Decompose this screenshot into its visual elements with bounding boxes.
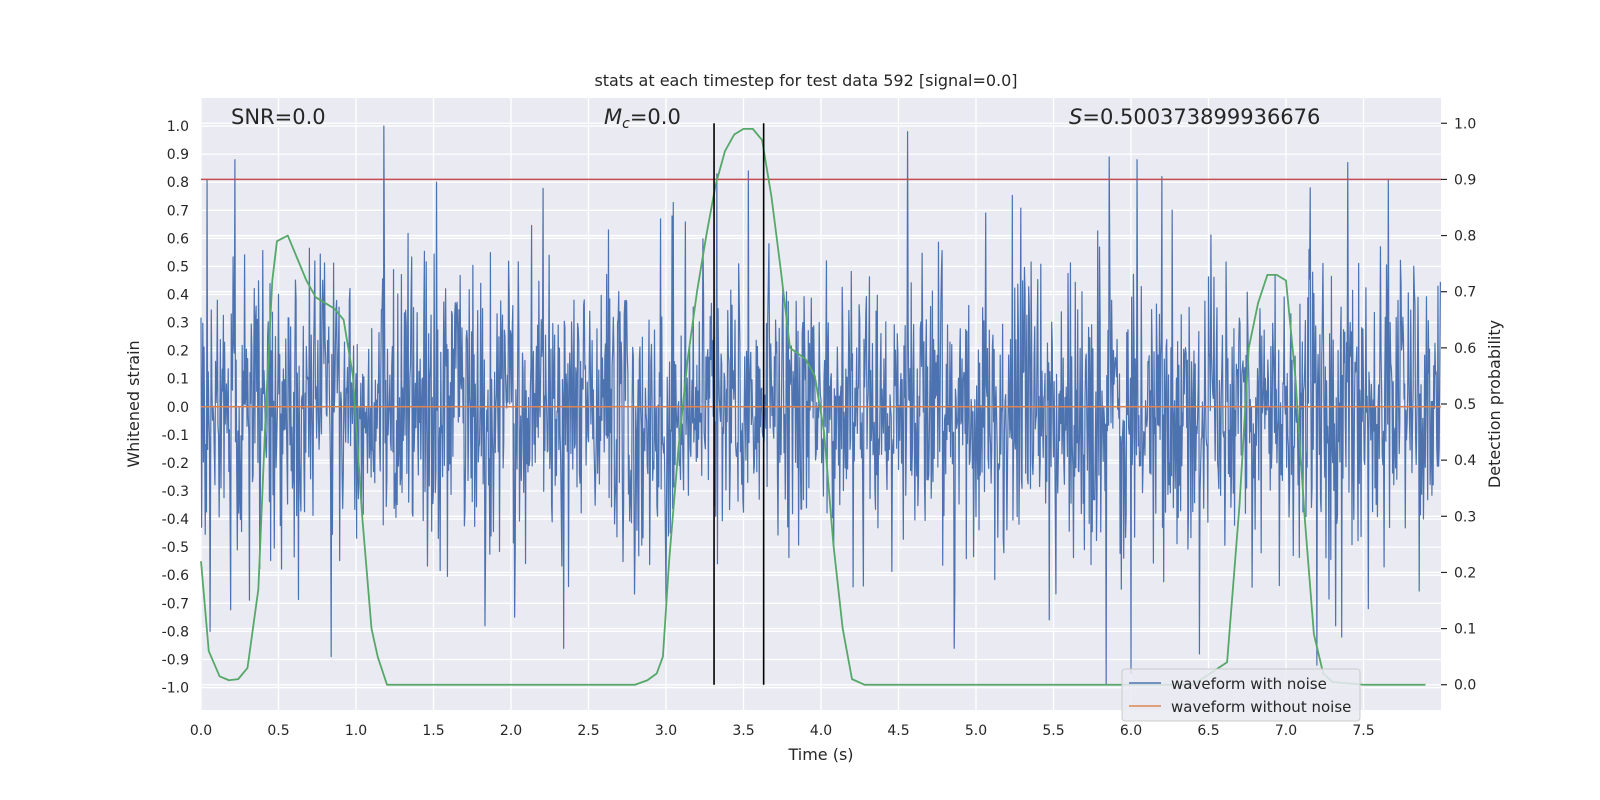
x-tick-label: 6.0 bbox=[1120, 723, 1142, 739]
y2-axis-ticks: 1.0 0.9 0.8 0.7 0.6 0.5 0.4 0.3 0.2 0.1 0.0 bbox=[1441, 116, 1476, 693]
y2-tick-label: 0.1 bbox=[1454, 622, 1476, 638]
chirp-mass-symbol: M bbox=[604, 105, 622, 129]
y2-tick-label: 0.3 bbox=[1454, 509, 1476, 525]
x-tick-label: 7.5 bbox=[1352, 723, 1374, 739]
y-tick-label: 1.0 bbox=[167, 119, 189, 135]
y-tick-label: -0.5 bbox=[162, 540, 189, 556]
y-tick-label: 0.8 bbox=[167, 175, 189, 191]
x-tick-label: 1.0 bbox=[345, 723, 367, 739]
y-tick-label: -0.2 bbox=[162, 456, 189, 472]
y-tick-label: 0.6 bbox=[167, 231, 189, 247]
y-tick-label: -0.8 bbox=[162, 624, 189, 640]
x-tick-label: 3.5 bbox=[732, 723, 754, 739]
x-tick-label: 3.0 bbox=[655, 723, 677, 739]
y-tick-label: -1.0 bbox=[162, 681, 189, 697]
y2-tick-label: 0.7 bbox=[1454, 285, 1476, 301]
y-tick-label: -0.7 bbox=[162, 596, 189, 612]
y-tick-label: -0.1 bbox=[162, 428, 189, 444]
chirp-mass-annotation: Mc=0.0 bbox=[604, 105, 681, 132]
y2-tick-label: 1.0 bbox=[1454, 116, 1476, 132]
y-tick-label: 0.7 bbox=[167, 203, 189, 219]
score-symbol: S bbox=[1069, 105, 1082, 129]
x-tick-label: 0.5 bbox=[267, 723, 289, 739]
y2-tick-label: 0.6 bbox=[1454, 341, 1476, 357]
chart-title: stats at each timestep for test data 592… bbox=[594, 71, 1017, 90]
y-axis-ticks: 1.0 0.9 0.8 0.7 0.6 0.5 0.4 0.3 0.2 0.1 0.0 -0.1 -0.… bbox=[162, 119, 189, 696]
chirp-mass-value: =0.0 bbox=[630, 105, 681, 129]
legend-label-noise: waveform with noise bbox=[1171, 675, 1327, 693]
y2-axis-label: Detection probability bbox=[1485, 320, 1504, 488]
x-tick-label: 7.0 bbox=[1275, 723, 1297, 739]
y-tick-label: 0.5 bbox=[167, 259, 189, 275]
legend: waveform with noise waveform without noi… bbox=[1122, 669, 1360, 721]
y-tick-label: -0.4 bbox=[162, 512, 189, 528]
x-tick-label: 2.0 bbox=[500, 723, 522, 739]
snr-annotation: SNR=0.0 bbox=[231, 105, 326, 129]
score-annotation: S=0.500373899936676 bbox=[1069, 105, 1320, 129]
y2-tick-label: 0.0 bbox=[1454, 678, 1476, 694]
x-tick-label: 4.0 bbox=[810, 723, 832, 739]
y-tick-label: 0.9 bbox=[167, 147, 189, 163]
x-axis-ticks: 0.0 0.5 1.0 1.5 2.0 2.5 3.0 3.5 4.0 4.5 5.0 5.5 6.0 6… bbox=[190, 723, 1375, 739]
x-tick-label: 4.5 bbox=[887, 723, 909, 739]
y-tick-label: 0.1 bbox=[167, 372, 189, 388]
y2-tick-label: 0.5 bbox=[1454, 397, 1476, 413]
y-tick-label: -0.9 bbox=[162, 652, 189, 668]
y-axis-label: Whitened strain bbox=[124, 340, 143, 467]
y2-tick-label: 0.2 bbox=[1454, 565, 1476, 581]
y-tick-label: 0.2 bbox=[167, 344, 189, 360]
y-tick-label: 0.4 bbox=[167, 288, 189, 304]
x-tick-label: 5.0 bbox=[965, 723, 987, 739]
y-tick-label: 0.0 bbox=[167, 400, 189, 416]
x-tick-label: 0.0 bbox=[190, 723, 212, 739]
y-tick-label: -0.6 bbox=[162, 568, 189, 584]
x-tick-label: 5.5 bbox=[1042, 723, 1064, 739]
y-tick-label: 0.3 bbox=[167, 316, 189, 332]
y2-tick-label: 0.4 bbox=[1454, 453, 1476, 469]
y-tick-label: -0.3 bbox=[162, 484, 189, 500]
score-value: =0.500373899936676 bbox=[1082, 105, 1320, 129]
x-tick-label: 1.5 bbox=[422, 723, 444, 739]
y2-tick-label: 0.9 bbox=[1454, 172, 1476, 188]
x-tick-label: 6.5 bbox=[1197, 723, 1219, 739]
y2-tick-label: 0.8 bbox=[1454, 229, 1476, 245]
x-tick-label: 2.5 bbox=[577, 723, 599, 739]
legend-label-clean: waveform without noise bbox=[1171, 698, 1351, 716]
figure: stats at each timestep for test data 592… bbox=[0, 0, 1600, 800]
x-axis-label: Time (s) bbox=[787, 745, 853, 764]
